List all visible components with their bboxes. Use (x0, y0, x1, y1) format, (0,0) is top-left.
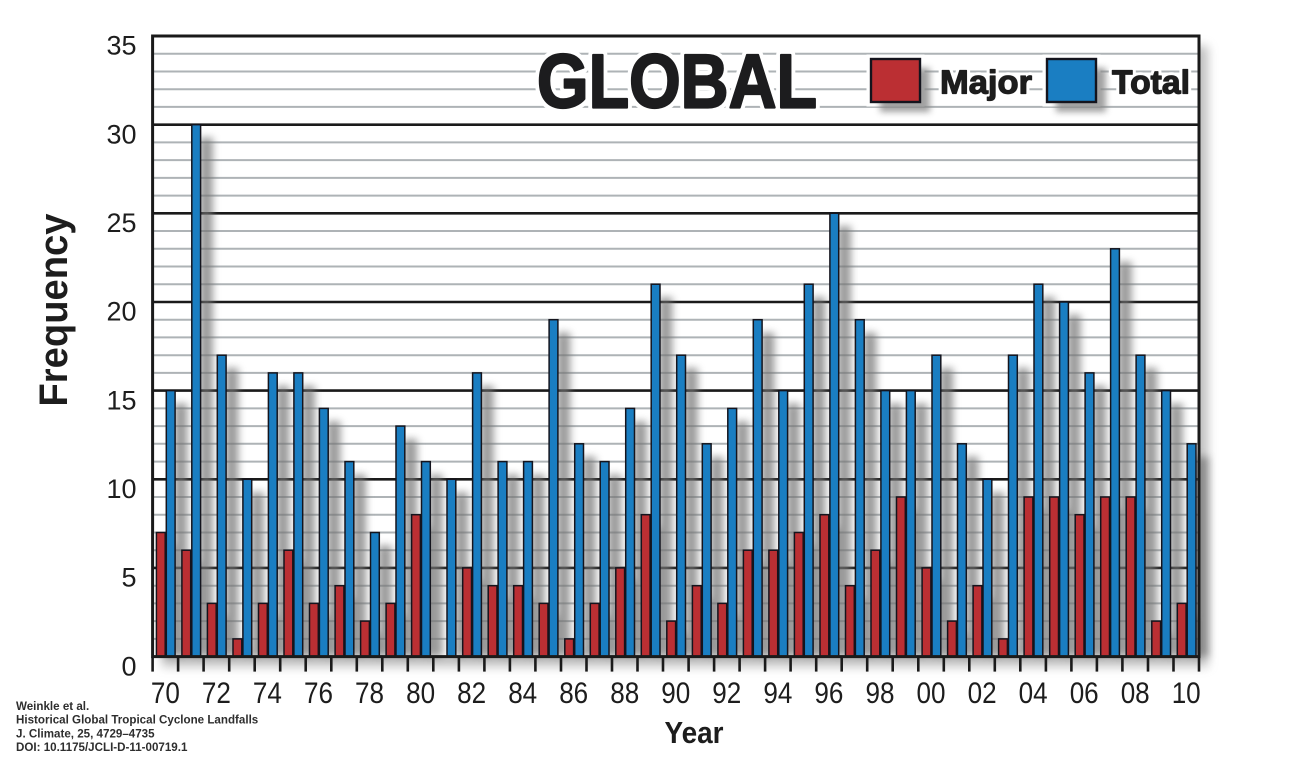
svg-text:Year: Year (665, 716, 724, 750)
svg-text:70: 70 (151, 677, 180, 710)
svg-text:80: 80 (406, 677, 435, 710)
svg-text:08: 08 (1121, 677, 1150, 710)
svg-text:10: 10 (1172, 677, 1201, 710)
svg-text:30: 30 (106, 119, 136, 149)
svg-text:5: 5 (121, 563, 136, 593)
svg-text:Total: Total (1112, 64, 1190, 101)
svg-text:92: 92 (712, 677, 741, 710)
svg-text:90: 90 (661, 677, 690, 710)
svg-text:J. Climate, 25, 4729–4735: J. Climate, 25, 4729–4735 (16, 727, 155, 740)
svg-text:Major: Major (940, 64, 1032, 101)
svg-text:15: 15 (106, 385, 136, 415)
svg-text:GLOBAL: GLOBAL (537, 40, 817, 125)
svg-text:GLOBAL: GLOBAL (537, 40, 817, 125)
svg-text:02: 02 (968, 677, 997, 710)
svg-text:20: 20 (106, 297, 136, 327)
svg-text:Frequency: Frequency (32, 213, 76, 407)
svg-text:35: 35 (106, 31, 136, 61)
svg-text:96: 96 (814, 677, 843, 710)
svg-text:25: 25 (106, 208, 136, 238)
svg-text:74: 74 (253, 677, 282, 710)
svg-text:10: 10 (106, 474, 136, 504)
svg-text:Historical Global Tropical Cyc: Historical Global Tropical Cyclone Landf… (16, 714, 258, 727)
svg-text:DOI: 10.1175/JCLI-D-11-00719.1: DOI: 10.1175/JCLI-D-11-00719.1 (16, 741, 188, 754)
svg-text:76: 76 (304, 677, 333, 710)
svg-text:78: 78 (355, 677, 384, 710)
svg-text:94: 94 (763, 677, 792, 710)
svg-text:82: 82 (457, 677, 486, 710)
svg-text:84: 84 (508, 677, 537, 710)
svg-text:Weinkle et al.: Weinkle et al. (16, 700, 89, 713)
svg-text:Major: Major (940, 64, 1032, 101)
svg-text:88: 88 (610, 677, 639, 710)
svg-text:04: 04 (1019, 677, 1048, 710)
svg-text:06: 06 (1070, 677, 1099, 710)
svg-text:98: 98 (866, 677, 895, 710)
svg-text:0: 0 (121, 651, 136, 681)
svg-text:72: 72 (202, 677, 231, 710)
svg-text:Total: Total (1112, 64, 1190, 101)
svg-text:86: 86 (559, 677, 588, 710)
svg-text:00: 00 (917, 677, 946, 710)
